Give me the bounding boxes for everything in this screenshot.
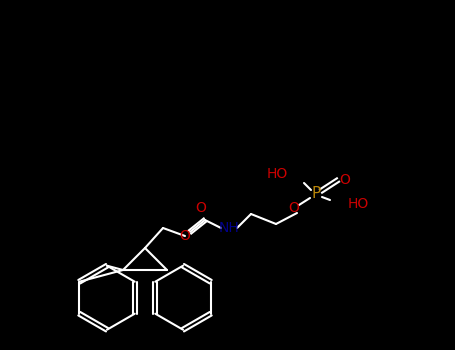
Text: O: O (288, 201, 299, 215)
Text: O: O (196, 201, 207, 215)
Text: P: P (311, 187, 321, 202)
Text: O: O (180, 229, 191, 243)
Text: HO: HO (348, 197, 369, 211)
Text: HO: HO (267, 167, 288, 181)
Text: NH: NH (218, 221, 239, 235)
Text: O: O (339, 173, 350, 187)
